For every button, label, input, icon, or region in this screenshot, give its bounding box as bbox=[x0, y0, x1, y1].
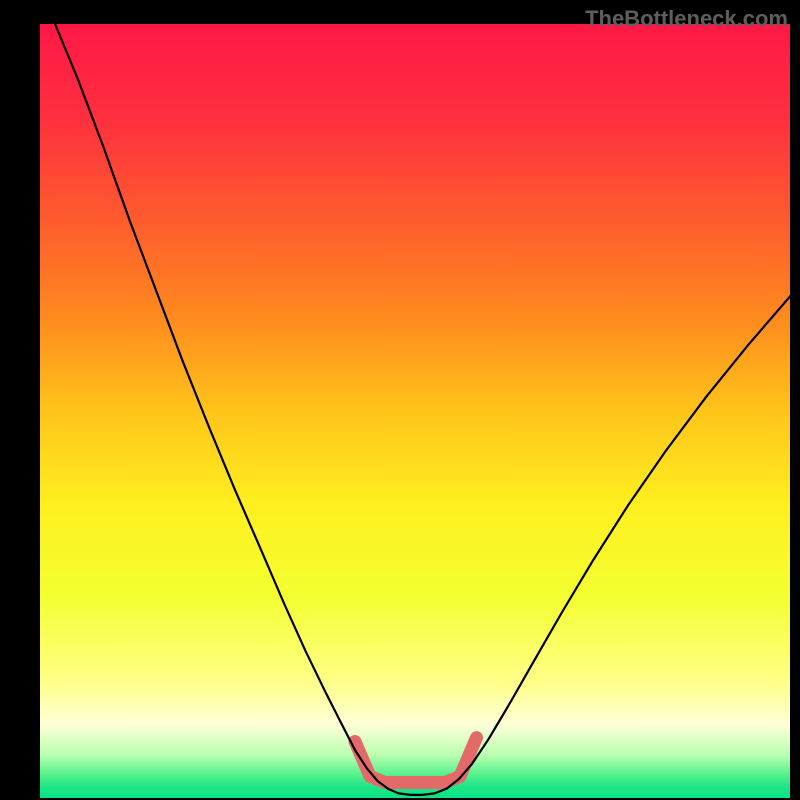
plot-area bbox=[40, 24, 790, 798]
chart-background bbox=[40, 24, 790, 798]
bottleneck-chart bbox=[40, 24, 790, 798]
attribution-text: TheBottleneck.com bbox=[585, 6, 788, 32]
